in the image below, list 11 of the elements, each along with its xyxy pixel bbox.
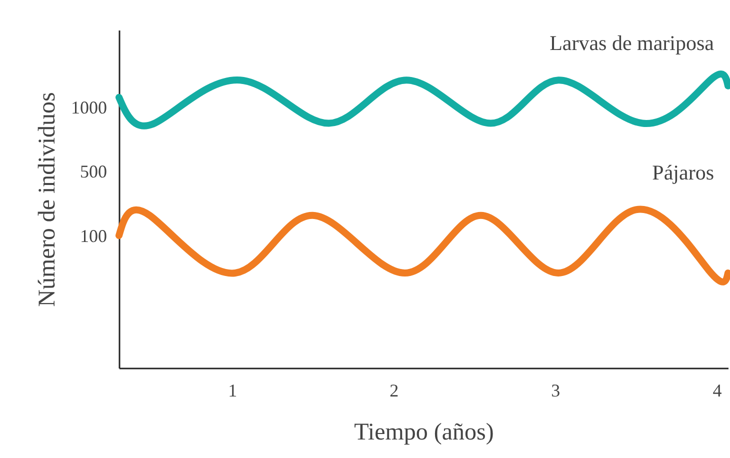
text: 100 [80, 226, 107, 246]
x-tick-label: 2 [390, 380, 399, 400]
y-axis-title: Número de individuos [34, 92, 60, 307]
text: 500 [80, 162, 107, 182]
x-tick-label: 1 [228, 380, 238, 400]
series-label: Larvas de mariposa [550, 31, 715, 56]
text: 1000 [71, 97, 107, 118]
x-axis-title: Tiempo (años) [354, 420, 494, 446]
x-tick-label: 4 [712, 380, 722, 400]
x-tick-label: 3 [551, 380, 560, 400]
series-label: Pájaros [652, 160, 714, 185]
